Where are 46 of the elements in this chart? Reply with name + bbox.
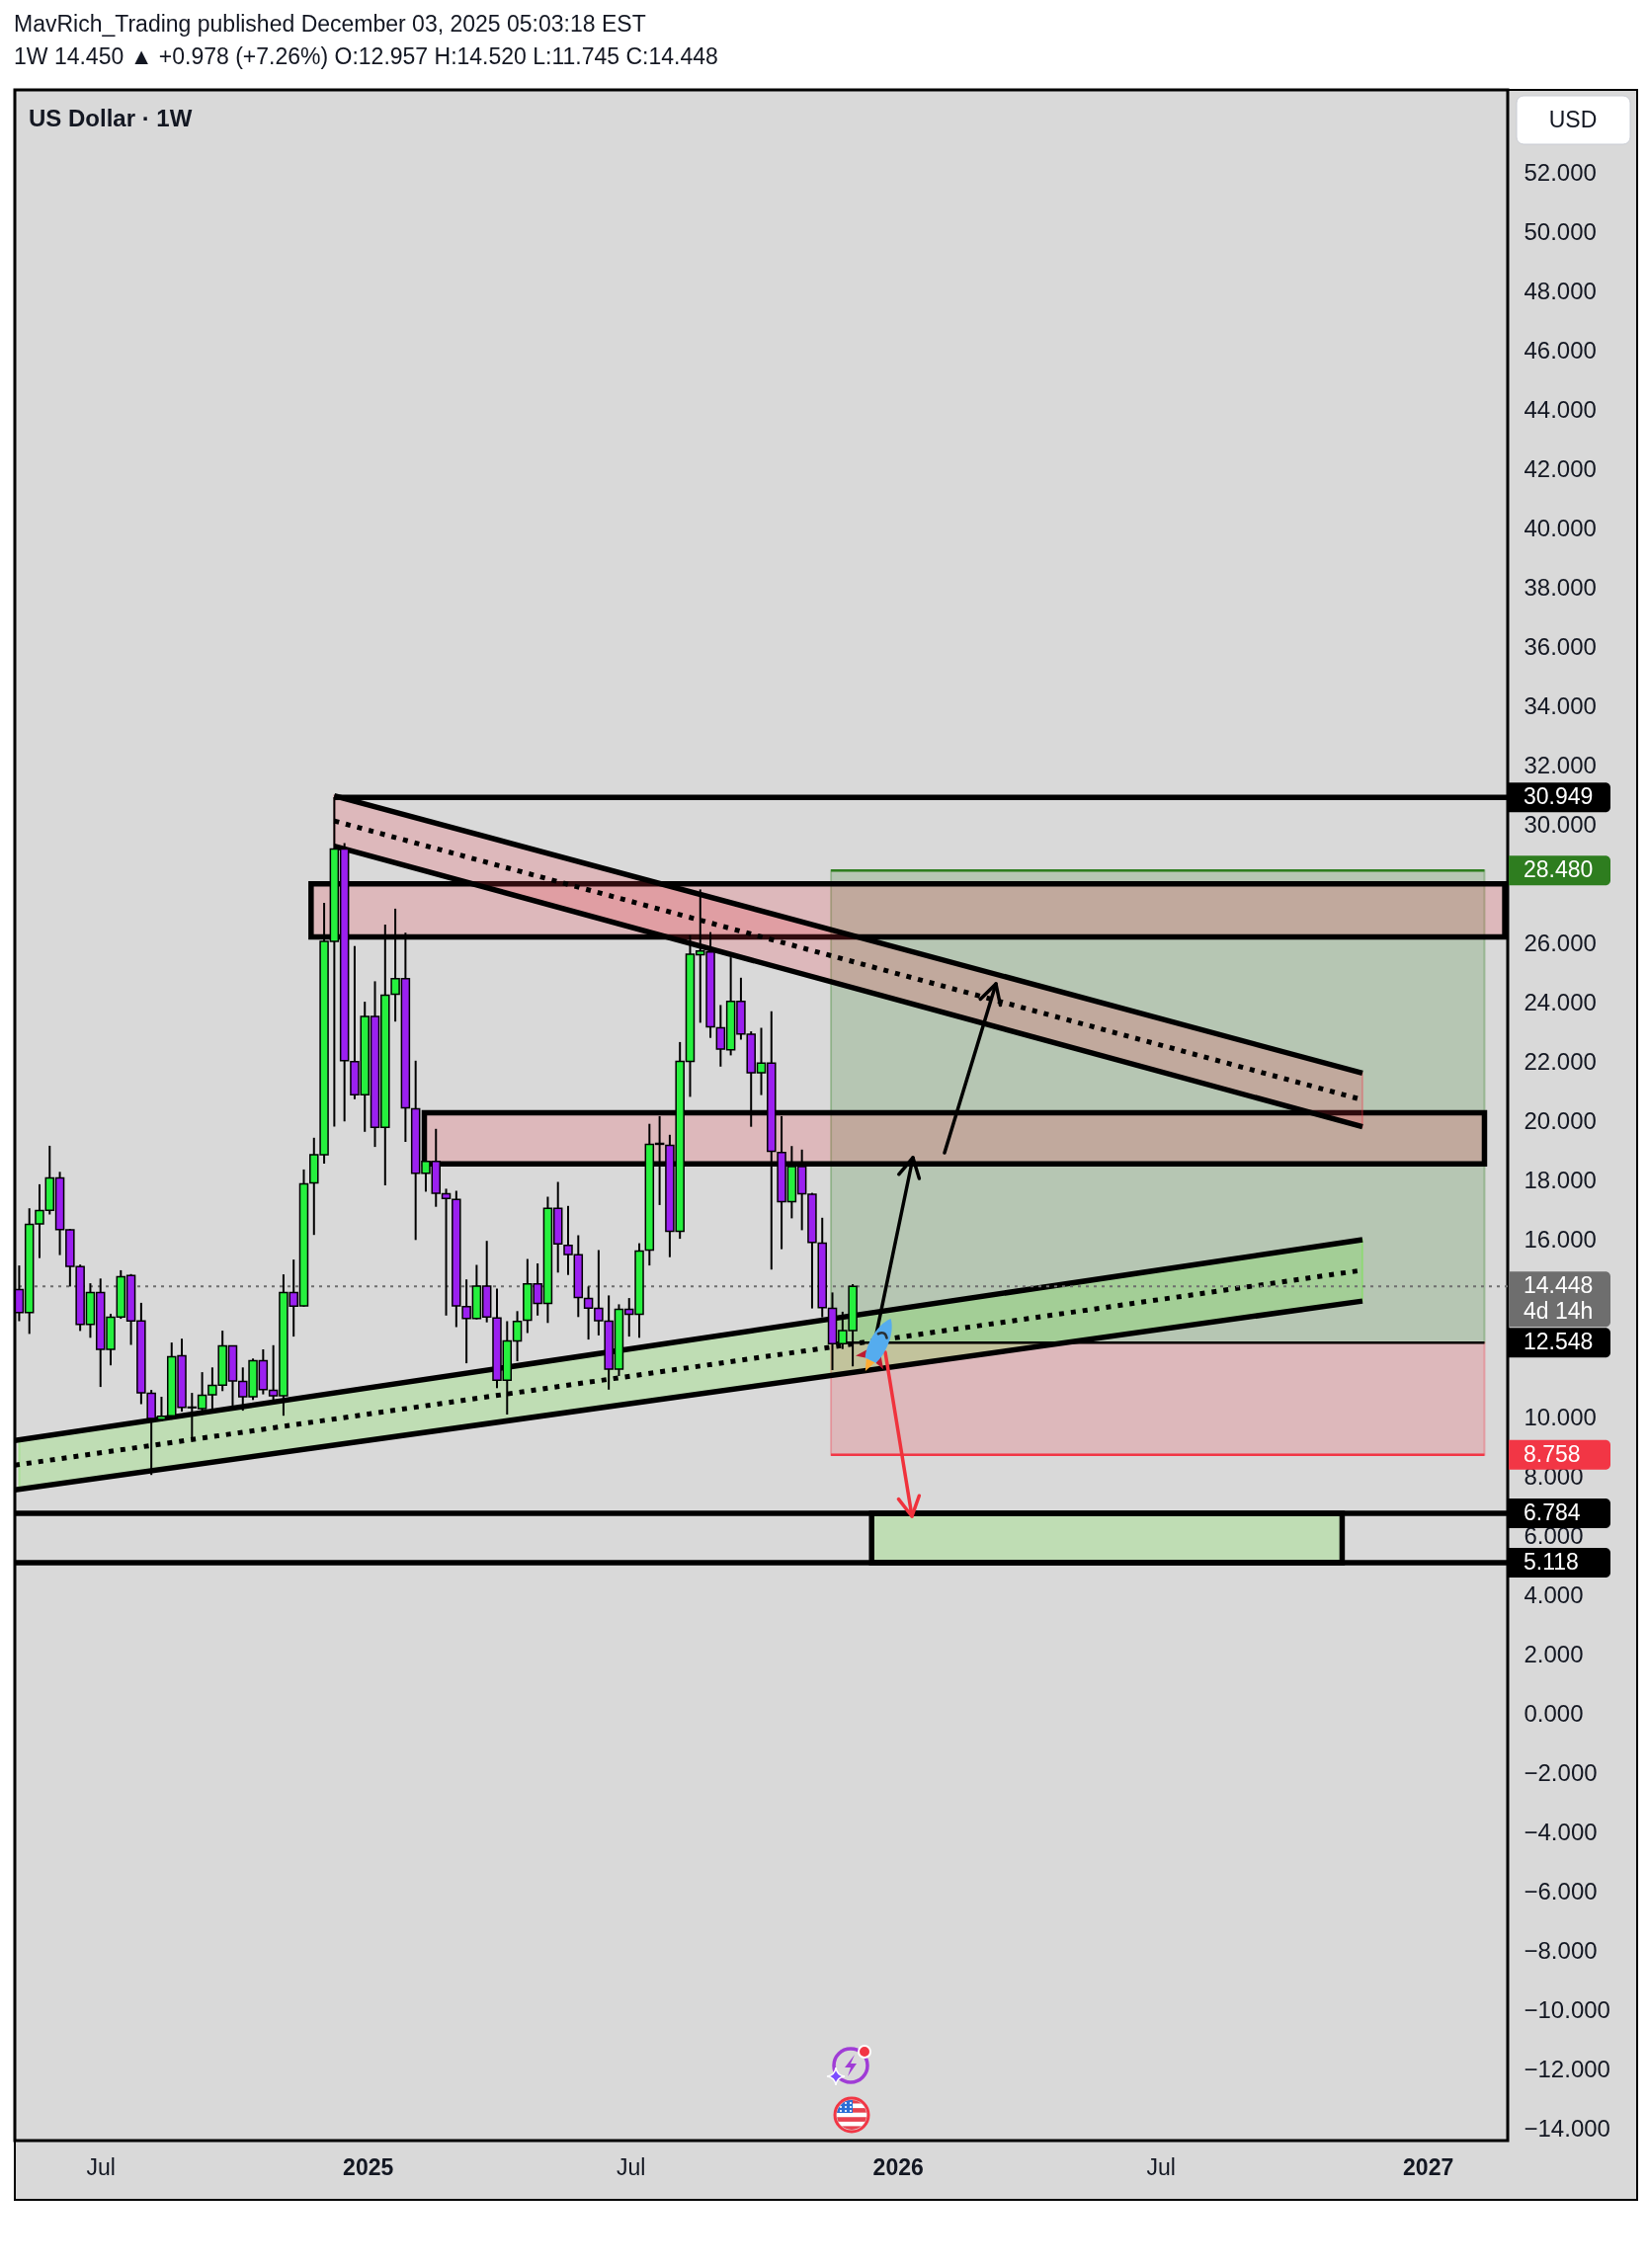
y-tick-label: −2.000 bbox=[1524, 1759, 1598, 1787]
y-tick-label: 52.000 bbox=[1524, 159, 1597, 187]
x-tick-label: Jul bbox=[86, 2153, 116, 2180]
y-tick-label: 24.000 bbox=[1524, 989, 1597, 1016]
y-tick-label: 2.000 bbox=[1524, 1641, 1584, 1668]
y-tick-label: 30.000 bbox=[1524, 811, 1597, 839]
y-tick-label: 16.000 bbox=[1524, 1226, 1597, 1254]
data-label: 28.480 bbox=[1524, 856, 1594, 883]
y-tick-label: −6.000 bbox=[1524, 1878, 1598, 1905]
data-label: 30.949 bbox=[1524, 783, 1594, 810]
y-tick-label: 40.000 bbox=[1524, 515, 1597, 542]
y-tick-label: −4.000 bbox=[1524, 1819, 1598, 1846]
y-tick-label: 42.000 bbox=[1524, 455, 1597, 483]
ref-line-label: 6.784 bbox=[1524, 1499, 1581, 1526]
y-tick-label: 48.000 bbox=[1524, 278, 1597, 305]
y-axis-title: USD bbox=[1548, 107, 1598, 132]
data-label: 8.758 bbox=[1524, 1440, 1581, 1467]
y-tick-label: −8.000 bbox=[1524, 1937, 1598, 1965]
y-tick-label: 36.000 bbox=[1524, 633, 1597, 661]
y-tick-label: 0.000 bbox=[1524, 1700, 1584, 1728]
y-tick-label: −14.000 bbox=[1524, 2115, 1610, 2143]
ref-line-label: 5.118 bbox=[1524, 1549, 1579, 1576]
y-tick-label: 50.000 bbox=[1524, 218, 1597, 246]
y-tick-label: 22.000 bbox=[1524, 1048, 1597, 1076]
y-tick-label: 38.000 bbox=[1524, 574, 1597, 602]
y-tick-label: 18.000 bbox=[1524, 1167, 1597, 1194]
y-tick-label: 20.000 bbox=[1524, 1107, 1597, 1135]
data-label: 12.548 bbox=[1524, 1329, 1594, 1355]
text: 1W 14.450 ▲ +0.978 (+7.26%) O:12.957 H:14.520 L:11.745 C:14.448 bbox=[14, 43, 718, 69]
x-tick-label: 2025 bbox=[343, 2153, 394, 2180]
x-tick-label: Jul bbox=[617, 2153, 646, 2180]
y-tick-label: −10.000 bbox=[1524, 1996, 1610, 2024]
y-tick-label: 46.000 bbox=[1524, 337, 1597, 364]
y-tick-label: 4.000 bbox=[1524, 1581, 1584, 1609]
x-tick-label: 2027 bbox=[1403, 2153, 1454, 2180]
x-tick-label: 2026 bbox=[872, 2153, 924, 2180]
y-tick-label: 32.000 bbox=[1524, 752, 1597, 779]
y-tick-label: −12.000 bbox=[1524, 2056, 1610, 2083]
y-tick-label: 26.000 bbox=[1524, 930, 1597, 957]
x-tick-label: Jul bbox=[1146, 2153, 1176, 2180]
ref-line-label: 14.448 4d 14h bbox=[1524, 1272, 1594, 1325]
text: MavRich_Trading published December 03, 2025 05:03:18 EST bbox=[14, 11, 646, 37]
y-tick-label: 10.000 bbox=[1524, 1404, 1597, 1431]
y-tick-label: 34.000 bbox=[1524, 692, 1597, 720]
text: US Dollar · 1W bbox=[29, 105, 193, 131]
y-tick-label: 44.000 bbox=[1524, 396, 1597, 424]
